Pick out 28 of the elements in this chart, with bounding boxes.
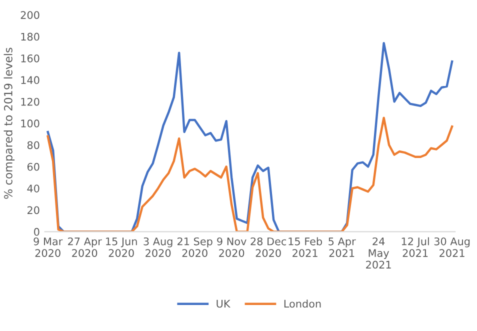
x-tick-label: 15 Feb 2021: [288, 237, 322, 257]
y-tick-label: 60: [27, 162, 40, 171]
x-tick-label: 27 Apr 2020: [68, 237, 102, 257]
x-tick-label: 12 Jul 2021: [402, 237, 429, 257]
x-tick-label: 28 Dec 2020: [250, 237, 286, 257]
x-tick-label: 21 Sep 2020: [177, 237, 212, 257]
x-tick-label: 30 Aug 2021: [434, 237, 470, 257]
y-tick-label: 0: [34, 228, 40, 236]
y-axis-title: % compared to 2019 levels: [4, 48, 15, 199]
y-tick-label: 40: [27, 184, 40, 192]
x-tick-label: 15 Jun 2020: [106, 238, 137, 257]
y-tick-label: 100: [21, 120, 40, 128]
x-tick-label: 9 Nov 2020: [217, 237, 246, 257]
legend-label: London: [284, 300, 321, 308]
y-tick-label: 120: [21, 98, 40, 106]
line-series: [46, 116, 454, 232]
y-tick-label: 20: [27, 206, 40, 214]
line-series: [46, 42, 454, 232]
y-tick-label: 160: [21, 54, 40, 62]
x-tick-label: 5 Apr 2021: [328, 238, 356, 257]
y-tick-label: 80: [27, 141, 40, 150]
x-tick-label: 3 Aug 2020: [144, 237, 172, 257]
y-tick-label: 180: [21, 32, 40, 41]
x-tick-label: 24 May 2021: [366, 237, 391, 269]
y-tick-label: 200: [20, 11, 40, 19]
x-tick-label: 9 Mar 2020: [34, 237, 63, 257]
legend-label: UK: [216, 300, 230, 308]
y-tick-label: 140: [21, 76, 40, 84]
